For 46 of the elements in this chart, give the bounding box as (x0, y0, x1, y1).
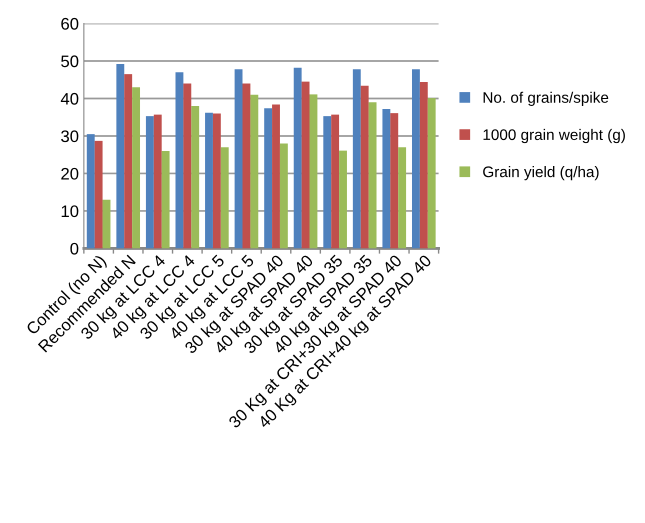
bar (420, 82, 428, 248)
legend-label: 1000 grain weight (g) (484, 128, 625, 144)
bar (382, 108, 390, 248)
y-tick-label: 20 (61, 168, 78, 180)
bar (116, 64, 124, 248)
bar (146, 116, 154, 248)
bar (175, 72, 184, 248)
bar (86, 134, 95, 248)
bar (428, 98, 436, 248)
bar (368, 102, 377, 248)
bar (339, 150, 347, 248)
bar (412, 69, 420, 248)
bar (205, 112, 213, 248)
y-tick-label: 0 (70, 242, 78, 255)
y-tick-label: 60 (61, 18, 78, 30)
bar (191, 106, 200, 248)
bar (124, 74, 132, 248)
bar (212, 113, 221, 248)
bar (390, 113, 398, 248)
bar (294, 68, 302, 248)
bar (250, 94, 258, 248)
bar (398, 147, 406, 248)
bar (102, 200, 110, 248)
bar (132, 87, 140, 248)
bar (331, 114, 340, 248)
bar (280, 143, 288, 248)
bar (264, 108, 272, 248)
bar (183, 84, 192, 248)
bar (310, 94, 318, 248)
legend-label: Grain yield (q/ha) (483, 166, 599, 180)
bar (162, 150, 170, 248)
bar (154, 114, 162, 248)
legend-label: No. of grains/spike (484, 92, 608, 106)
bar (302, 82, 310, 248)
bar (242, 84, 250, 248)
bar (360, 86, 369, 248)
y-tick-label: 50 (61, 55, 78, 68)
bar (323, 116, 332, 248)
bar (272, 104, 280, 248)
bar (234, 69, 242, 248)
bar (352, 69, 361, 248)
y-tick-label: 30 (61, 130, 78, 142)
bar (220, 147, 229, 248)
bar (94, 140, 103, 248)
y-tick-label: 10 (62, 205, 78, 218)
y-tick-label: 40 (60, 92, 78, 105)
